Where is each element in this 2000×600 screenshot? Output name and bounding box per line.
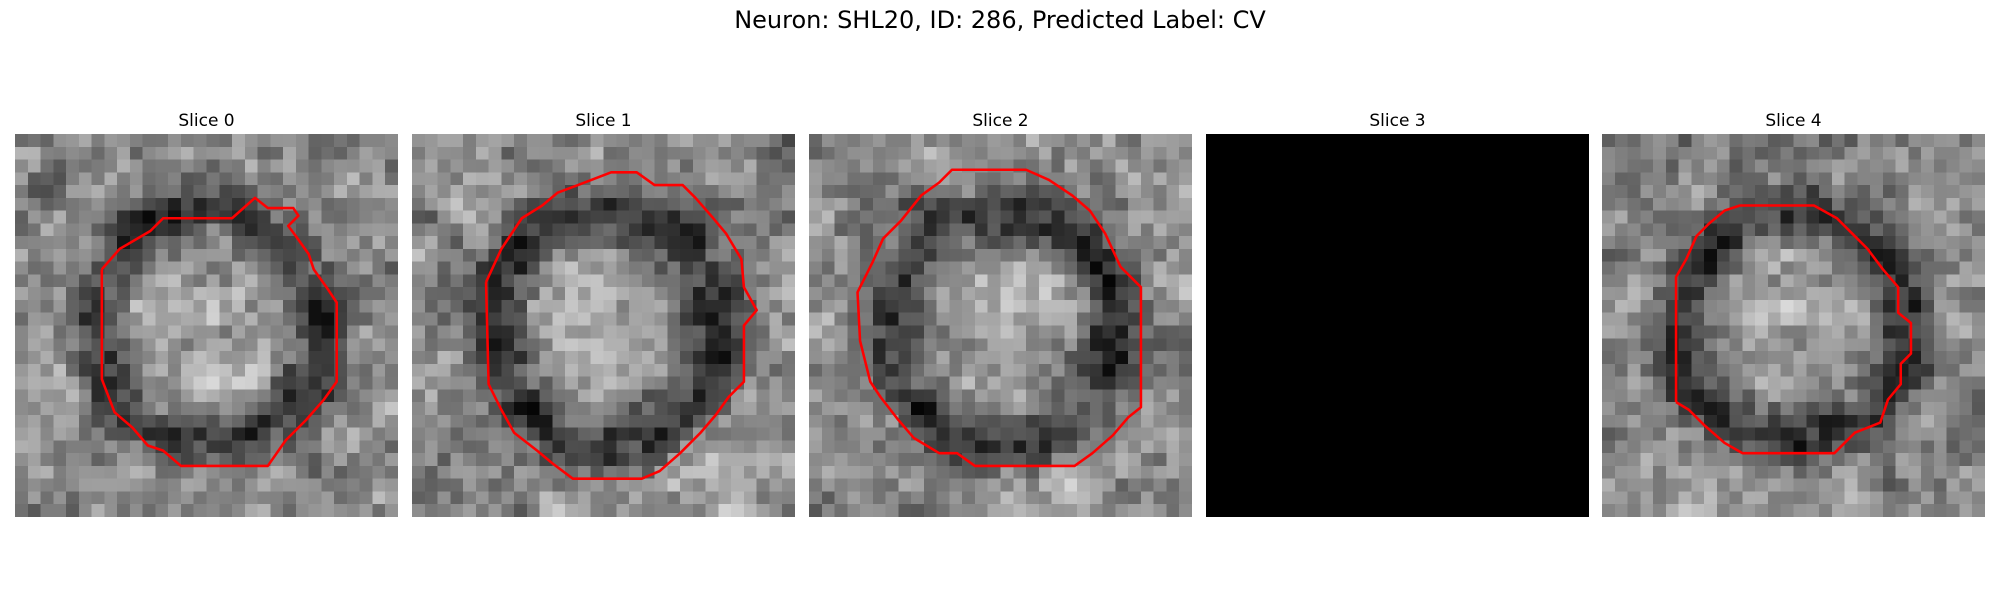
slice-title: Slice 0: [178, 111, 235, 131]
slice-image: [1206, 134, 1589, 517]
slice-title: Slice 3: [1369, 111, 1426, 131]
roi-outline: [1674, 204, 1913, 455]
slice-image: [809, 134, 1192, 517]
roi-outline: [100, 196, 338, 468]
slice-title: Slice 2: [972, 111, 1029, 131]
roi-outline: [484, 171, 758, 480]
slice-image: [412, 134, 795, 517]
slice-title: Slice 4: [1765, 111, 1822, 131]
roi-outline: [856, 168, 1143, 468]
slice-title: Slice 1: [575, 111, 632, 131]
slice-panel-3: Slice 3: [1206, 108, 1589, 517]
slice-panel-2: Slice 2: [809, 108, 1192, 517]
slice-image: [15, 134, 398, 517]
figure-title: Neuron: SHL20, ID: 286, Predicted Label:…: [734, 6, 1266, 34]
slice-image: [1602, 134, 1985, 517]
slice-panel-4: Slice 4: [1602, 108, 1985, 517]
slice-panel-1: Slice 1: [412, 108, 795, 517]
blank-frame: [1206, 134, 1589, 517]
slice-panel-0: Slice 0: [15, 108, 398, 517]
